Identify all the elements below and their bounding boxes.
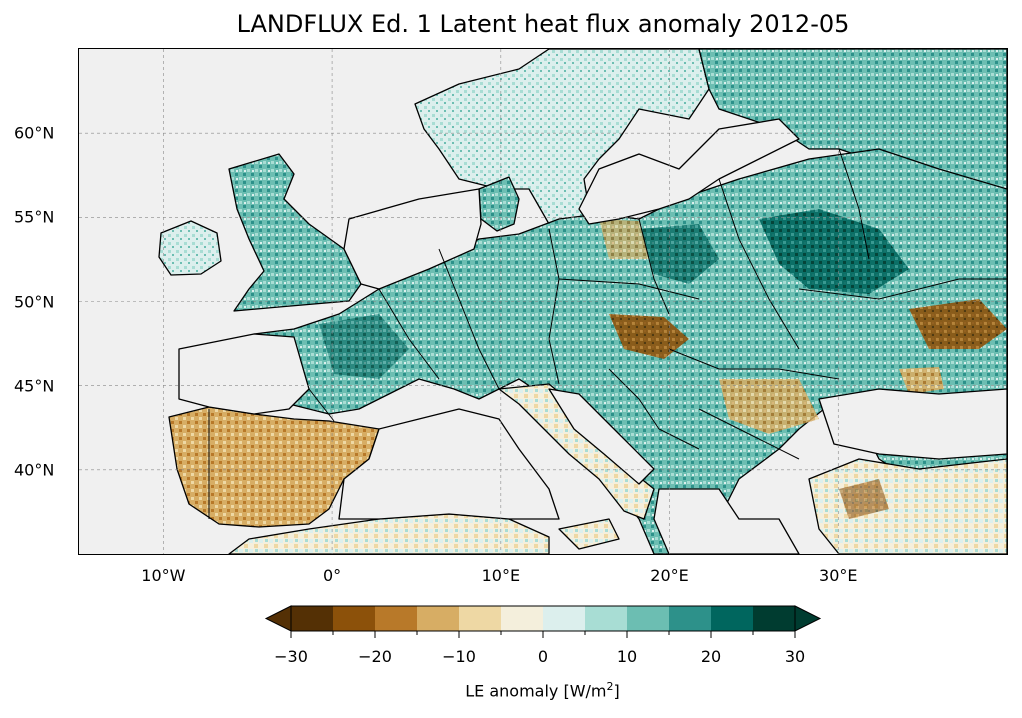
colorbar-label-sup: 2 [606,680,614,693]
lon-tick-label: 10°E [481,566,521,585]
aegean-ionian [653,488,800,554]
north-sea [343,188,482,290]
colorbar-bin [753,606,796,631]
border-line [798,278,1007,300]
colorbar-bin [375,606,418,631]
patch-high-poland [639,224,719,284]
land-britain [228,153,362,312]
border-line [378,288,440,380]
patch-high-france [319,314,409,379]
anomaly-patches [319,209,1007,519]
lat-tick-label: 50°N [14,292,55,311]
border-line [698,408,800,460]
gridlines [79,49,1007,554]
land-anatolia [808,458,1007,554]
border-line [668,348,840,380]
colorbar-bin [711,606,754,631]
land-sicily [558,518,620,550]
lat-tick-label: 45°N [14,376,55,396]
border-line [308,388,335,422]
patch-high-ukraine [759,209,909,294]
patch-low-southrussia [909,299,1007,349]
country-borders [208,148,1007,519]
lat-tick-label: 60°N [14,123,55,143]
colorbar-bin [543,606,586,631]
colorbar-tick-label: −20 [358,647,392,666]
colorbar-bin [417,606,460,631]
lon-tick-label: 30°E [819,566,858,585]
adriatic-sea [548,388,655,485]
colorbar-tick-label: −30 [274,647,308,666]
lon-tick-label: 20°E [650,566,689,585]
colorbar-bin [669,606,712,631]
colorbar-extend-max [794,605,822,632]
colorbar-tick-label: 20 [700,647,722,666]
bay-of-biscay [178,333,310,415]
border-line [438,248,500,390]
western-mediterranean [338,408,560,520]
colorbar-label: LE anomaly [W/m2] [265,680,820,700]
black-sea [818,388,1007,460]
colorbar-bin [459,606,502,631]
map-panel [78,48,1008,555]
colorbar-tick-label: −10 [442,647,476,666]
colorbar-bin [291,606,334,631]
colorbar-bin [501,606,544,631]
colorbar-tick-label: 30 [784,647,806,666]
lat-tick-label: 40°N [14,460,55,480]
border-line [548,228,560,385]
colorbar-tick-label: 0 [537,647,549,666]
patch-low-anatolia [839,479,889,519]
lon-tick-label: 0° [322,566,342,585]
colorbar-bin [627,606,670,631]
patch-low-hungary [609,314,689,359]
border-line [718,178,800,350]
land-ireland [158,220,222,276]
colorbar-label-prefix: LE anomaly [W/m [465,681,607,701]
patch-low-crimea [899,367,944,394]
border-line [608,368,700,450]
patch-low-poland [599,219,649,259]
chart-title: LANDFLUX Ed. 1 Latent heat flux anomaly … [236,10,850,38]
lon-tick-label: 10°W [141,566,186,585]
colorbar-bin [333,606,376,631]
colorbar [264,605,822,638]
border-line [638,218,670,315]
lat-tick-label: 55°N [14,207,55,227]
land-scandinavia [414,49,710,230]
map-canvas [79,49,1007,554]
colorbar-bin [585,606,628,631]
colorbar-extend-min [264,605,292,632]
border-line [838,148,870,260]
colorbar-tick-label: 10 [616,647,638,666]
patch-low-balkans [719,379,819,434]
colorbar-label-suffix: ] [613,681,620,701]
inland-seas [178,118,1007,554]
border-line [558,278,700,300]
